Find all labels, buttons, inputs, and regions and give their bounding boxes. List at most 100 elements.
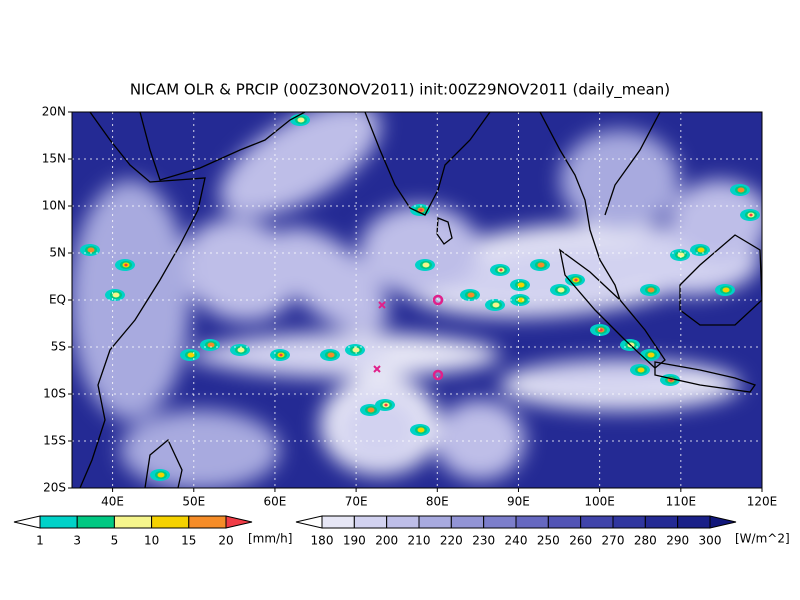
lat-tick-label: 15N — [42, 152, 66, 166]
cloud — [72, 180, 190, 420]
lon-tick-label: 70E — [345, 495, 368, 509]
cloud — [670, 180, 762, 260]
lat-tick-label: 20N — [42, 105, 66, 119]
legend-swatch — [483, 515, 517, 529]
rain-cell — [599, 328, 603, 332]
legend-label: 180 — [311, 534, 334, 548]
legend-swatch — [76, 515, 115, 529]
rain-cell — [367, 407, 375, 413]
legend-swatch — [151, 515, 190, 529]
marker — [432, 294, 444, 306]
legend-label: 5 — [111, 534, 119, 548]
lon-tick-label: 90E — [507, 495, 530, 509]
legends: 1 3 5 10 15 20 [mm/h] 180 190 200 210 220 230 240 250 2… — [13, 515, 790, 548]
legend-swatch — [612, 515, 646, 529]
legend-label: 270 — [602, 534, 625, 548]
rain-cell — [124, 263, 128, 267]
legend-unit: [mm/h] — [248, 532, 292, 546]
cloud — [435, 400, 525, 480]
legend-label: 250 — [537, 534, 560, 548]
coastline — [604, 112, 661, 216]
lon-tick-label: 110E — [666, 495, 697, 509]
coastline — [436, 217, 453, 245]
cloud — [360, 205, 480, 295]
rain-cell — [352, 347, 360, 353]
cloud — [120, 410, 280, 488]
legend-unit: [W/m^2] — [735, 532, 790, 546]
lon-tick-label: 40E — [101, 495, 124, 509]
cloud — [271, 227, 389, 333]
lat-tick-label: 5N — [49, 246, 66, 260]
coastline — [144, 438, 183, 488]
coastlines — [79, 112, 762, 488]
rain-cell — [384, 403, 388, 407]
legend-swatch — [644, 515, 679, 529]
legend-label: 1 — [36, 534, 44, 548]
legend-label: 230 — [472, 534, 495, 548]
legend-swatch — [515, 515, 549, 529]
lon-tick-label: 80E — [426, 495, 449, 509]
lat-tick-label: EQ — [49, 293, 66, 307]
rain-cell — [557, 287, 565, 293]
legend-label: 3 — [73, 534, 81, 548]
rain-cell — [112, 292, 120, 298]
legend-swatch — [353, 515, 388, 529]
rain-cell — [677, 252, 685, 258]
coastline — [364, 112, 491, 216]
legend-swatch — [39, 515, 78, 529]
rain-cell — [499, 268, 503, 272]
legend-label: 10 — [144, 534, 159, 548]
legend-arrow — [13, 515, 41, 529]
lon-tick-label: 50E — [182, 495, 205, 509]
legend-label: 240 — [505, 534, 528, 548]
rain-cell — [737, 187, 745, 193]
legend-label: 280 — [634, 534, 657, 548]
cloud — [530, 365, 690, 395]
rain-cell — [417, 427, 425, 433]
rain-cell — [207, 342, 215, 348]
rain-cell — [422, 262, 430, 268]
cloud-field — [72, 112, 762, 488]
legend-label: 190 — [343, 534, 366, 548]
legend-swatch — [321, 515, 355, 529]
rain-cell — [722, 287, 730, 293]
map — [72, 112, 762, 488]
lat-tick-label: 5S — [51, 340, 66, 354]
rain-cell — [647, 287, 655, 293]
graticule — [72, 112, 762, 488]
legend-label: 300 — [699, 534, 722, 548]
coastline — [559, 248, 666, 369]
lat-tick-label: 10N — [42, 199, 66, 213]
axes: 20N 15N 10N 5N EQ 5S 10S 15S 20S 40E 50E 60E 70E 80E 9… — [42, 105, 778, 509]
legend-swatch — [418, 515, 452, 529]
rain-cell — [517, 282, 525, 288]
rain-cell — [419, 208, 423, 212]
coastline — [654, 361, 757, 393]
rain-cell — [647, 352, 655, 358]
lon-tick-label: 60E — [264, 495, 287, 509]
rain-cell — [187, 352, 195, 358]
rain-cell — [279, 353, 283, 357]
marker — [373, 365, 381, 373]
rain-cell — [237, 347, 245, 353]
rain-cell — [297, 117, 305, 123]
legend-swatch — [547, 515, 582, 529]
rain-cell — [697, 247, 705, 253]
legend-swatch — [450, 515, 485, 529]
lon-tick-label: 120E — [747, 495, 778, 509]
legend-arrow — [709, 515, 737, 529]
lon-tick-label: 100E — [584, 495, 615, 509]
rain-cell — [537, 262, 545, 268]
legend-label: 210 — [408, 534, 431, 548]
legend-swatch — [113, 515, 153, 529]
rain-cell — [637, 367, 645, 373]
map-title: NICAM OLR & PRCIP (00Z30NOV2011) init:00… — [130, 81, 670, 100]
legend-label: 290 — [666, 534, 689, 548]
coastline — [139, 112, 306, 181]
cloud — [181, 218, 299, 322]
legend-label: 200 — [375, 534, 398, 548]
cloud — [560, 130, 680, 230]
legend-label: 220 — [440, 534, 463, 548]
rain-cell — [327, 352, 335, 358]
rain-cell — [574, 278, 578, 282]
